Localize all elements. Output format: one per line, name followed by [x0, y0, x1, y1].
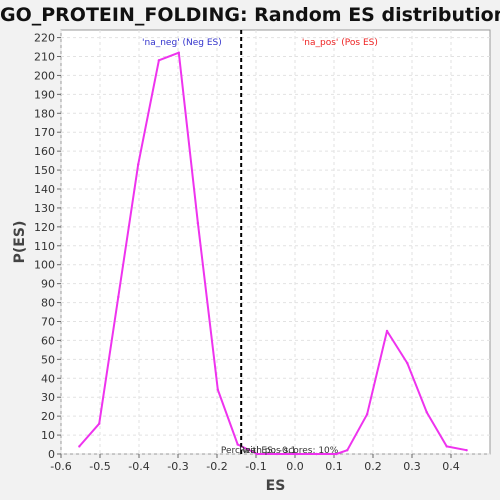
series-point [346, 449, 349, 452]
y-tick-label: 80 [41, 297, 55, 310]
x-tick-label: -0.3 [167, 460, 188, 473]
series-point [98, 422, 101, 425]
y-tick-label: 160 [34, 145, 55, 158]
series-point [177, 51, 180, 54]
x-axis-label: ES [266, 478, 286, 494]
y-tick-label: 70 [41, 316, 55, 329]
series-point [275, 452, 279, 456]
plot-area [60, 29, 491, 455]
x-tick-label: -0.6 [50, 460, 71, 473]
axis-ticks: -0.6 -0.5 -0.4 -0.3 -0.2 -0.1 0.0 0.1 0.2 0.3 0.4 0… [34, 32, 460, 473]
y-tick-label: 0 [48, 448, 55, 461]
y-tick-label: 210 [34, 51, 55, 64]
series-point [117, 295, 120, 299]
x-tick-label: 0.4 [442, 460, 460, 473]
y-tick-label: 180 [34, 107, 55, 120]
annotation-real-es: Real ES: -0.1 [239, 446, 296, 456]
annotation-perc-pos: Perc with pos scores: 10% [221, 446, 339, 456]
y-tick-label: 220 [34, 32, 55, 45]
series-point [365, 413, 369, 416]
series-point [406, 361, 409, 365]
x-tick-label: -0.5 [89, 460, 110, 473]
x-tick-label: 0.1 [325, 460, 343, 473]
y-tick-label: 200 [34, 69, 55, 82]
series-point [78, 445, 81, 448]
y-tick-label: 150 [34, 164, 55, 177]
series-point [385, 329, 389, 333]
y-tick-label: 50 [41, 353, 55, 366]
grid [60, 30, 490, 455]
x-tick-label: -0.1 [245, 460, 266, 473]
y-tick-label: 140 [34, 183, 55, 196]
y-tick-label: 90 [41, 278, 55, 291]
y-tick-label: 130 [34, 202, 55, 215]
y-tick-label: 170 [34, 126, 55, 139]
x-tick-label: 0.2 [364, 460, 382, 473]
series-point [236, 443, 239, 446]
y-tick-label: 190 [34, 88, 55, 101]
y-tick-label: 100 [34, 259, 55, 272]
series-point [196, 221, 200, 225]
y-tick-label: 40 [41, 372, 55, 385]
y-axis-label: P(ES) [12, 221, 28, 264]
y-tick-label: 60 [41, 334, 55, 347]
series-point [216, 388, 219, 391]
series-point [445, 445, 448, 448]
x-tick-label: -0.4 [128, 460, 149, 473]
series-point [157, 59, 161, 62]
y-tick-label: 10 [41, 429, 55, 442]
x-tick-label: 0.0 [286, 460, 304, 473]
series-point [465, 449, 468, 452]
x-tick-label: -0.2 [206, 460, 227, 473]
chart-title: GO_PROTEIN_FOLDING: Random ES distributi… [0, 4, 500, 26]
y-tick-label: 20 [41, 410, 55, 423]
series-point [425, 411, 429, 414]
legend-neg-es: 'na_neg' (Neg ES) [142, 38, 222, 48]
y-tick-label: 120 [34, 221, 55, 234]
y-tick-label: 30 [41, 391, 55, 404]
y-tick-label: 110 [34, 240, 55, 253]
legend-pos-es: 'na_pos' (Pos ES) [302, 38, 378, 48]
series-layer [78, 51, 468, 456]
series-point [295, 452, 299, 456]
series-point [335, 452, 338, 456]
series-point [137, 163, 140, 166]
series-point [255, 452, 259, 456]
series-point [315, 452, 318, 456]
x-tick-label: 0.3 [403, 460, 421, 473]
